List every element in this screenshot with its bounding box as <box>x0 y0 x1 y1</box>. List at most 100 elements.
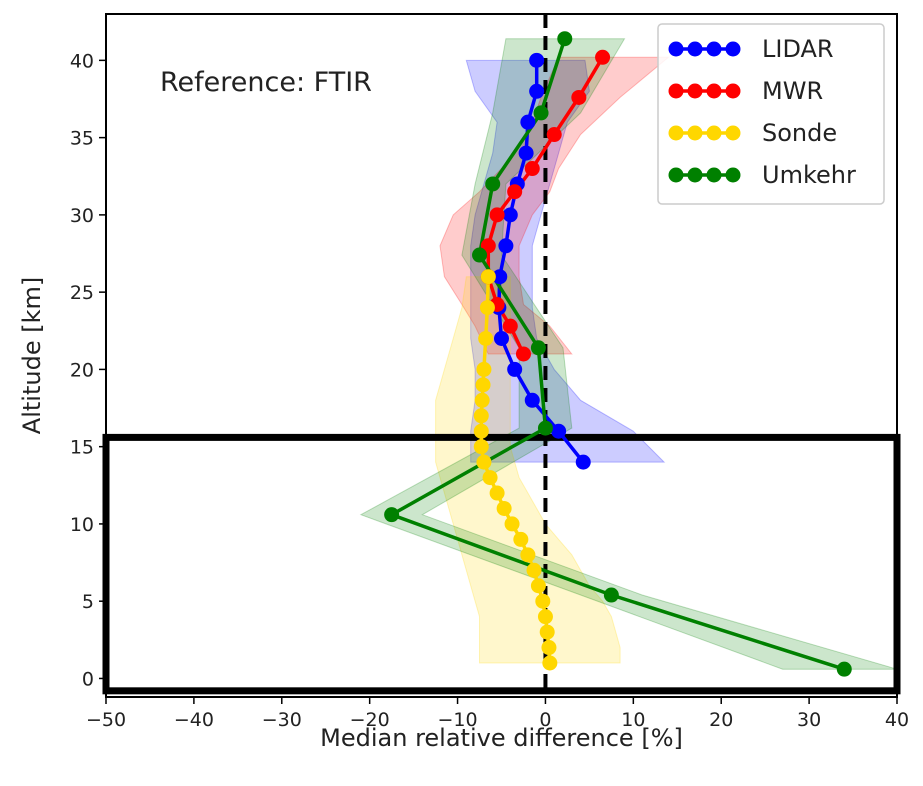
data-point-lidar <box>518 145 534 161</box>
data-point-umkehr <box>530 340 546 356</box>
legend-box <box>657 23 885 205</box>
y-tick-label: 25 <box>70 282 94 304</box>
data-point-sonde <box>541 640 557 656</box>
reference-annotation: Reference: FTIR <box>160 67 372 98</box>
data-point-sonde <box>520 547 536 563</box>
data-point-sonde <box>476 454 492 470</box>
x-tick-label: −30 <box>262 709 302 731</box>
y-tick-label: 20 <box>70 359 94 381</box>
data-point-mwr <box>502 318 518 334</box>
data-point-sonde <box>513 531 529 547</box>
x-axis-label: Median relative difference [%] <box>320 724 683 752</box>
x-tick-label: −40 <box>174 709 214 731</box>
y-axis-label: Altitude [km] <box>18 277 46 434</box>
x-axis: −50 −40 −30 −20 −10 0 10 20 30 40 <box>86 697 909 731</box>
data-point-umkehr <box>384 507 400 523</box>
legend-marker-lidar <box>668 41 684 57</box>
x-tick-label: 0 <box>539 709 551 731</box>
legend-marker-umkehr <box>687 167 703 183</box>
data-point-lidar <box>551 423 567 439</box>
data-point-lidar <box>502 207 518 223</box>
data-point-mwr <box>595 49 611 65</box>
data-point-lidar <box>529 52 545 68</box>
x-tick-label: −50 <box>86 709 126 731</box>
data-point-sonde <box>537 609 553 625</box>
y-tick-label: 10 <box>70 514 94 536</box>
x-tick-label: 20 <box>709 709 733 731</box>
data-point-sonde <box>480 269 496 285</box>
legend-marker-sonde <box>668 125 684 141</box>
x-tick-label: 30 <box>797 709 821 731</box>
data-point-lidar <box>524 392 540 408</box>
legend-label-mwr: MWR <box>762 77 823 105</box>
legend-marker-mwr <box>706 83 722 99</box>
plot-frame <box>105 13 898 698</box>
data-point-sonde <box>476 361 492 377</box>
legend-label-lidar: LIDAR <box>762 35 834 63</box>
data-point-lidar <box>492 269 508 285</box>
data-point-sonde <box>535 593 551 609</box>
legend-marker-mwr <box>725 83 741 99</box>
data-point-sonde <box>542 655 558 671</box>
data-point-umkehr <box>836 661 852 677</box>
data-point-sonde <box>482 470 498 486</box>
data-point-umkehr <box>472 247 488 263</box>
legend-marker-umkehr <box>668 167 684 183</box>
data-point-sonde <box>473 408 489 424</box>
series-points <box>384 31 852 677</box>
data-point-mwr <box>546 127 562 143</box>
data-point-sonde <box>489 485 505 501</box>
legend-marker-lidar <box>706 41 722 57</box>
legend-label-umkehr: Umkehr <box>762 161 856 189</box>
x-tick-label: 40 <box>885 709 909 731</box>
data-point-umkehr <box>485 176 501 192</box>
legend-label-sonde: Sonde <box>762 119 837 147</box>
legend-marker-mwr <box>687 83 703 99</box>
data-point-lidar <box>494 331 509 347</box>
data-point-mwr <box>524 161 540 177</box>
data-point-mwr <box>571 89 587 105</box>
band-umkehr <box>359 38 898 670</box>
legend-marker-sonde <box>687 125 703 141</box>
data-point-lidar <box>498 238 514 254</box>
data-point-sonde <box>539 624 555 640</box>
data-point-lidar <box>529 83 545 99</box>
data-point-sonde <box>504 516 520 532</box>
y-tick-label: 40 <box>70 50 94 72</box>
y-tick-label: 0 <box>82 668 94 690</box>
legend-marker-umkehr <box>706 167 722 183</box>
data-point-umkehr <box>533 105 549 121</box>
data-point-mwr <box>507 184 523 200</box>
data-point-sonde <box>475 377 491 393</box>
data-point-sonde <box>474 392 490 408</box>
data-point-sonde <box>496 500 512 516</box>
legend: LIDAR MWR Sonde Umkehr <box>657 23 885 205</box>
data-point-sonde <box>473 423 489 439</box>
x-tick-label: −20 <box>350 709 390 731</box>
y-tick-label: 5 <box>82 591 94 613</box>
legend-marker-sonde <box>725 125 741 141</box>
legend-marker-umkehr <box>725 167 741 183</box>
data-point-mwr <box>489 207 505 223</box>
data-point-umkehr <box>537 420 553 436</box>
data-point-lidar <box>507 361 523 377</box>
legend-marker-mwr <box>668 83 684 99</box>
data-point-sonde <box>473 439 489 455</box>
x-tick-label: 10 <box>621 709 645 731</box>
data-point-sonde <box>479 300 495 316</box>
data-point-umkehr <box>603 587 619 603</box>
y-tick-label: 35 <box>70 128 94 150</box>
band-lidar <box>465 59 666 463</box>
data-point-sonde <box>526 562 542 578</box>
y-axis: 0 5 10 15 20 25 30 35 40 <box>70 50 106 690</box>
data-point-lidar <box>575 454 591 470</box>
data-point-mwr <box>515 346 531 362</box>
data-point-lidar <box>520 114 536 130</box>
legend-marker-lidar <box>725 41 741 57</box>
data-point-umkehr <box>557 31 573 47</box>
y-tick-label: 30 <box>70 205 94 227</box>
legend-marker-lidar <box>687 41 703 57</box>
data-point-sonde <box>478 331 494 347</box>
data-point-sonde <box>530 578 546 594</box>
